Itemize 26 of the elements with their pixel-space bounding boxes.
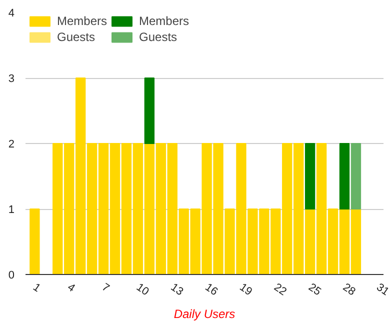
x-tick-label: 16: [202, 281, 220, 298]
y-tick-label: 3: [8, 73, 15, 85]
bar: [144, 78, 155, 144]
bar: [30, 208, 40, 274]
x-axis-title: Daily Users: [174, 307, 236, 322]
legend-label: Guests: [57, 30, 96, 44]
x-tick-label: 28: [340, 281, 358, 298]
x-tick-label: 4: [65, 281, 77, 295]
x-tick-label: 22: [272, 281, 289, 298]
x-tick-label: 25: [306, 281, 323, 298]
x-tick-label: 10: [134, 281, 151, 298]
x-tick-label: 7: [100, 281, 112, 295]
x-tick-label: 19: [237, 281, 254, 298]
y-tick-label: 2: [8, 138, 15, 150]
x-tick-label: 31: [374, 281, 390, 298]
bar: [339, 143, 350, 210]
y-tick-label: 4: [8, 8, 15, 20]
bar: [350, 143, 362, 210]
x-tick-label: 1: [30, 281, 43, 295]
bar: [304, 143, 316, 210]
x-tick-label: 13: [168, 281, 186, 298]
y-tick-label: 1: [8, 204, 15, 216]
legend-label: Members: [139, 14, 190, 28]
legend-label: Guests: [139, 30, 178, 44]
legend-label: Members: [57, 14, 108, 28]
y-tick-label: 0: [8, 270, 15, 282]
